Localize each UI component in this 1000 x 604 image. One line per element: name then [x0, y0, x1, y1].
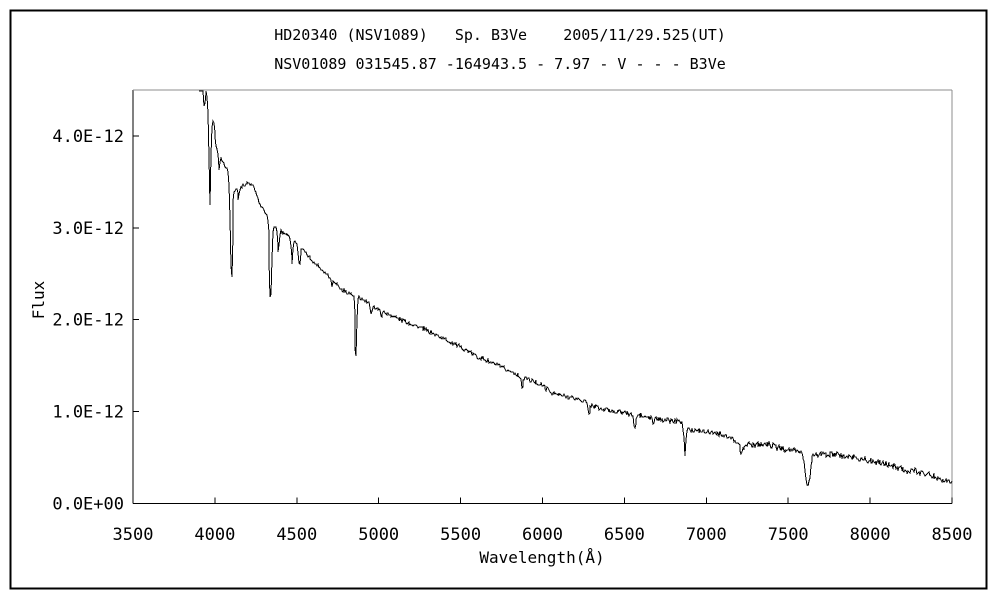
plot-frame	[132, 89, 953, 504]
figure-border	[9, 9, 988, 590]
x-axis-ticks	[132, 497, 953, 504]
spectrum-line	[199, 90, 953, 487]
x-tick-label: 5500	[440, 525, 481, 545]
chart-subtitle: NSV01089 031545.87 -164943.5 - 7.97 - V …	[274, 55, 726, 73]
x-tick-label: 7000	[686, 525, 727, 545]
x-tick-label: 3500	[113, 525, 154, 545]
x-tick-label: 6500	[604, 525, 645, 545]
x-tick-label: 5000	[358, 525, 399, 545]
y-tick-label: 1.0E-12	[52, 403, 124, 423]
x-tick-label: 4000	[194, 525, 235, 545]
x-tick-label: 8500	[932, 525, 973, 545]
x-tick-label: 7500	[768, 525, 809, 545]
x-tick-label: 8000	[850, 525, 891, 545]
y-tick-label: 4.0E-12	[52, 127, 124, 147]
x-tick-label: 4500	[276, 525, 317, 545]
y-axis-tick-labels: 0.0E+00 1.0E-12 2.0E-12 3.0E-12 4.0E-12	[52, 127, 124, 515]
chart-title: HD20340 (NSV1089) Sp. B3Ve 2005/11/29.52…	[274, 26, 726, 44]
y-tick-label: 0.0E+00	[52, 495, 124, 515]
y-axis-ticks	[133, 135, 139, 504]
x-axis-title: Wavelength(Å)	[479, 548, 604, 567]
y-tick-label: 3.0E-12	[52, 219, 124, 239]
x-axis-tick-labels: 3500 4000 4500 5000 5500 6000 6500 7000 7500 8000…	[113, 525, 973, 545]
y-tick-label: 2.0E-12	[52, 311, 124, 331]
x-tick-label: 6000	[522, 525, 563, 545]
y-axis-title: Flux	[29, 280, 48, 319]
